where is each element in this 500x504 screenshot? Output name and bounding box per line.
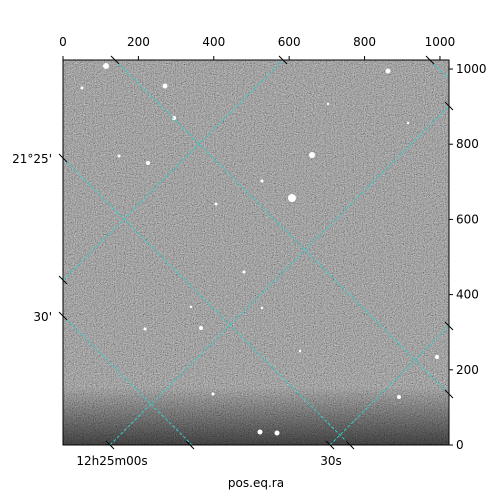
axes-frame: [62, 59, 450, 446]
dec-tick-label: 30': [33, 310, 52, 324]
y-tick-label: 400: [456, 288, 479, 302]
stars: [80, 63, 439, 436]
y-tick-label: 200: [456, 363, 479, 377]
y-tick-label: 600: [456, 212, 479, 226]
coordinate-ticks: [58, 55, 454, 450]
ra-tick-label: 12h25m00s: [76, 454, 147, 468]
dec-tick-label: 21°25': [12, 152, 52, 166]
x-axis-label: pos.eq.ra: [228, 476, 284, 490]
coordinate-grid: [63, 60, 449, 445]
x-tick-label: 600: [278, 35, 301, 49]
sky-image: [63, 60, 449, 445]
y-tick-label: 800: [456, 137, 479, 151]
x-tick-label: 200: [127, 35, 150, 49]
x-tick-label: 1000: [425, 35, 456, 49]
ra-tick-label: 30s: [320, 454, 342, 468]
y-tick-label: 0: [456, 438, 464, 452]
y-tick-label: 1000: [456, 62, 487, 76]
x-tick-label: 400: [202, 35, 225, 49]
x-tick-label: 800: [353, 35, 376, 49]
x-tick-label: 0: [59, 35, 67, 49]
